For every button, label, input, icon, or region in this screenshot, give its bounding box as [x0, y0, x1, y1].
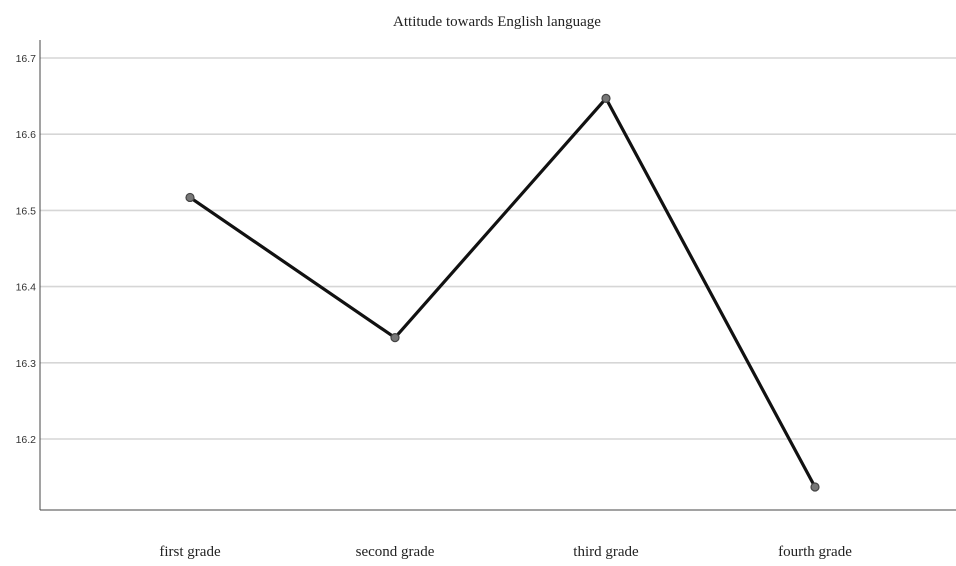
- data-point: [810, 482, 820, 492]
- data-point: [601, 93, 611, 103]
- data-point: [390, 333, 400, 343]
- series: [185, 93, 820, 492]
- y-tick-label: 16.7: [16, 53, 37, 65]
- series-line: [189, 95, 817, 488]
- y-tick-label: 16.2: [16, 434, 37, 446]
- x-tick-label: third grade: [573, 544, 639, 560]
- x-tick-label: first grade: [159, 544, 221, 560]
- x-tick-label: second grade: [356, 544, 435, 560]
- y-tick-label: 16.5: [16, 205, 37, 217]
- x-tick-label: fourth grade: [778, 544, 852, 560]
- y-tick-label: 16.4: [16, 282, 37, 294]
- chart-title: Attitude towards English language: [393, 14, 601, 30]
- x-axis-ticks: first grade second grade third grade fourth…: [159, 544, 852, 560]
- gridlines: [40, 57, 956, 440]
- y-axis-ticks: 16.2 16.3 16.4 16.5 16.6 16.7: [16, 53, 37, 446]
- y-tick-label: 16.3: [16, 358, 37, 370]
- data-point: [185, 192, 195, 203]
- y-tick-label: 16.6: [16, 129, 37, 141]
